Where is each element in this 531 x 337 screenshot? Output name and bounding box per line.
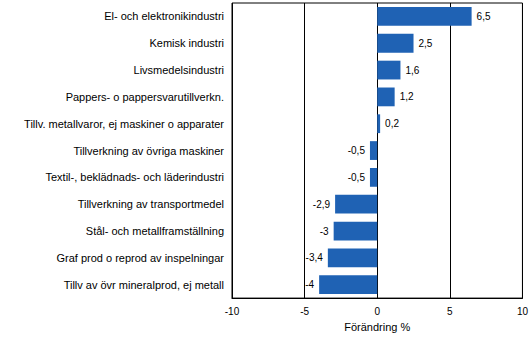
svg-text:Tillv. metallvaror, ej maskine: Tillv. metallvaror, ej maskiner o appara… xyxy=(24,118,224,130)
svg-text:-10: -10 xyxy=(225,306,240,317)
svg-text:-2,9: -2,9 xyxy=(313,199,331,210)
svg-text:Tillv av övr mineralprod, ej m: Tillv av övr mineralprod, ej metall xyxy=(64,279,224,291)
svg-text:Pappers- o pappersvarutillverk: Pappers- o pappersvarutillverkn. xyxy=(66,91,224,103)
svg-text:-3,4: -3,4 xyxy=(306,252,324,263)
svg-text:-0,5: -0,5 xyxy=(348,145,366,156)
svg-text:Livsmedelsindustri: Livsmedelsindustri xyxy=(134,64,224,76)
svg-text:1,6: 1,6 xyxy=(405,65,419,76)
svg-text:0,2: 0,2 xyxy=(385,118,399,129)
svg-text:-4: -4 xyxy=(305,279,314,290)
svg-text:Graf prod o reprod av inspelni: Graf prod o reprod av inspelningar xyxy=(56,252,224,264)
svg-text:6,5: 6,5 xyxy=(477,11,491,22)
svg-text:-5: -5 xyxy=(300,306,309,317)
svg-text:0: 0 xyxy=(374,306,380,317)
svg-text:Tillverkning av transportmedel: Tillverkning av transportmedel xyxy=(78,198,224,210)
svg-text:Tillverkning av övriga maskine: Tillverkning av övriga maskiner xyxy=(73,145,224,157)
svg-text:-3: -3 xyxy=(320,226,329,237)
svg-text:-0,5: -0,5 xyxy=(348,172,366,183)
svg-text:10: 10 xyxy=(517,306,529,317)
svg-text:2,5: 2,5 xyxy=(419,38,433,49)
svg-text:Textil-, beklädnads- och läder: Textil-, beklädnads- och läderindustri xyxy=(45,171,224,183)
svg-text:5: 5 xyxy=(447,306,453,317)
svg-text:Kemisk industri: Kemisk industri xyxy=(149,37,224,49)
svg-text:1,2: 1,2 xyxy=(400,91,414,102)
svg-text:Förändring %: Förändring % xyxy=(344,321,410,333)
svg-text:El- och elektronikindustri: El- och elektronikindustri xyxy=(104,10,224,22)
svg-text:Stål- och metallframställning: Stål- och metallframställning xyxy=(86,225,224,237)
